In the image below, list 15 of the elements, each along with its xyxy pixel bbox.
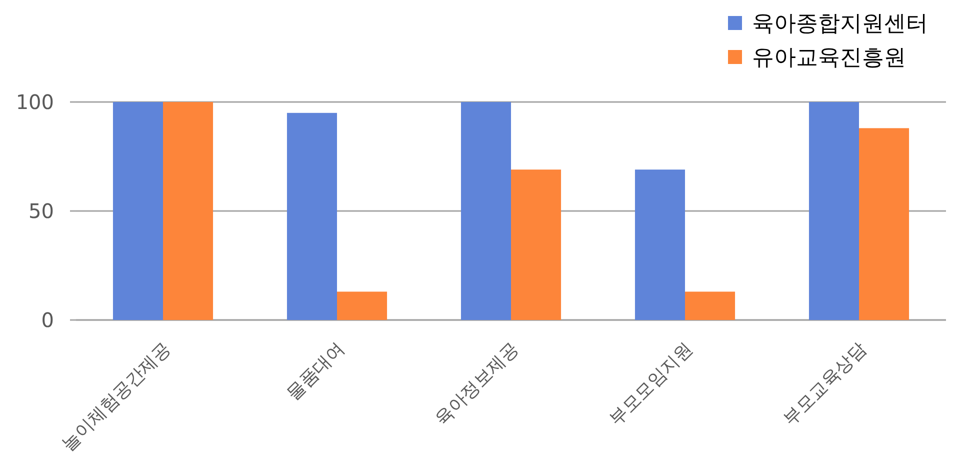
legend-label: 육아종합지원센터 bbox=[752, 12, 928, 37]
bar bbox=[460, 102, 511, 320]
y-tick-label: 100 bbox=[16, 90, 54, 114]
bar bbox=[859, 128, 910, 320]
bar bbox=[511, 170, 562, 320]
bar bbox=[163, 102, 214, 320]
bar bbox=[685, 292, 736, 320]
bar bbox=[808, 102, 859, 320]
legend-label: 유아교육진흥원 bbox=[752, 46, 906, 71]
bar bbox=[286, 112, 337, 320]
y-tick-label: 0 bbox=[41, 308, 54, 332]
bar bbox=[337, 292, 388, 320]
bar bbox=[112, 102, 163, 320]
y-tick-label: 50 bbox=[28, 199, 54, 223]
bar bbox=[634, 170, 685, 320]
